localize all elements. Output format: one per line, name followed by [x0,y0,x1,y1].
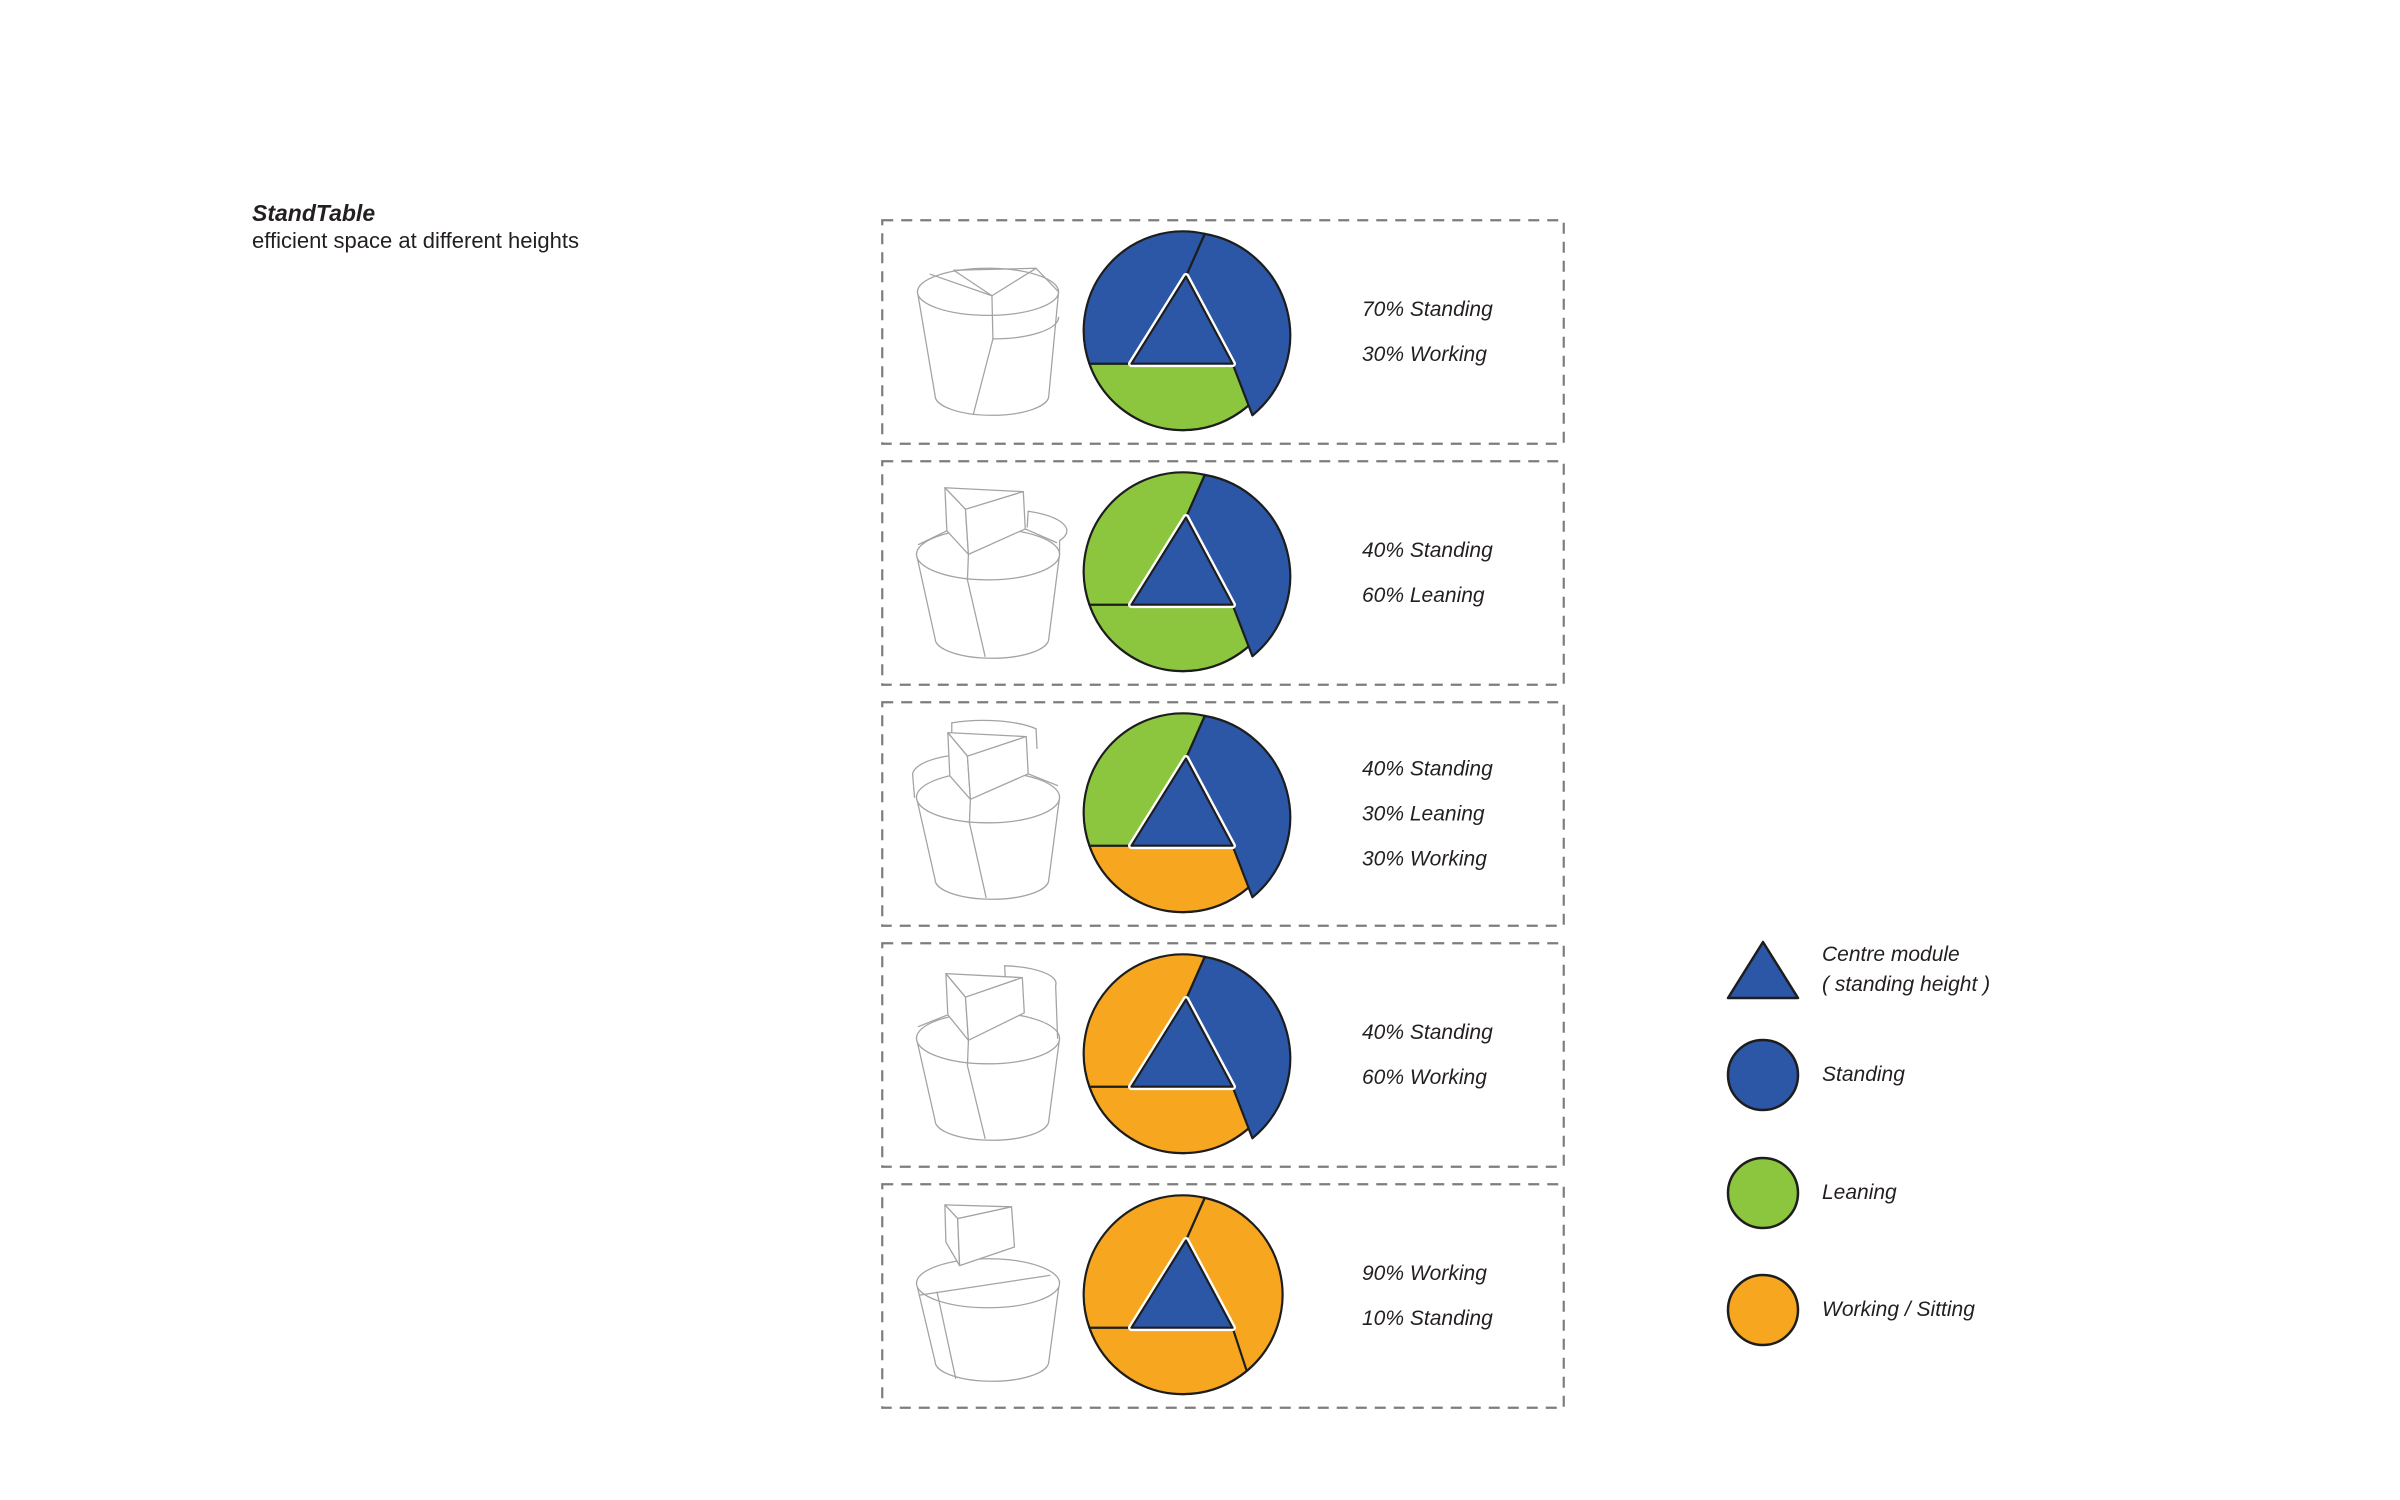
percent-label: 40% Standing [1362,1021,1493,1044]
module-isometric-drawing [916,267,1060,416]
percent-label: 30% Leaning [1362,802,1485,826]
pie-upper-left-segment [1082,230,1206,365]
legend-label-line: Centre module [1822,943,1960,966]
legend-label: Centre module ( standing height ) [1822,940,1990,1000]
legend-label-line: Standing [1822,1063,1905,1086]
percent-label: 60% Leaning [1362,584,1485,607]
percent-labels: 40% Standing 30% Leaning 30% Working [1362,747,1493,882]
config-row-2: 40% Standing 60% Leaning [881,460,1565,686]
occupancy-pie [1082,712,1292,914]
pie-upper-left-segment [1082,953,1206,1088]
occupancy-pie [1082,230,1292,432]
pie-upper-left-segment [1082,471,1206,606]
dashed-row-border [881,1183,1565,1409]
standing-circle-icon [1726,1038,1800,1112]
centre-module-triangle [1130,516,1234,606]
leaning-circle-icon [1726,1156,1800,1230]
centre-module-triangle [1130,275,1234,365]
legend-label-line: Working / Sitting [1822,1298,1975,1321]
dashed-row-border [881,701,1565,927]
percent-labels: 90% Working 10% Standing [1362,1251,1493,1341]
module-isometric-drawing [915,965,1061,1141]
page-subtitle: efficient space at different heights [252,228,579,253]
config-row-1: 70% Standing 30% Working [881,219,1565,445]
dashed-row-border [881,942,1565,1168]
module-isometric-drawing [915,1204,1061,1382]
working-circle-icon [1726,1273,1800,1347]
config-row-3: 40% Standing 30% Leaning 30% Working [881,701,1565,927]
percent-label: 40% Standing [1362,539,1493,562]
legend-label: Standing [1822,1060,1905,1090]
legend-item-working: Working / Sitting [1724,1272,1975,1348]
legend-item-standing: Standing [1724,1037,1905,1113]
pie-right-segment [1184,1196,1284,1373]
legend-label: Leaning [1822,1178,1897,1208]
legend-label-line: Leaning [1822,1181,1897,1204]
occupancy-pie [1082,953,1292,1155]
pie-right-segment [1184,714,1292,899]
legend-label-line: ( standing height ) [1822,973,1991,996]
centre-module-triangle [1130,757,1234,847]
pie-right-segment [1184,232,1292,417]
legend-item-centre-module: Centre module ( standing height ) [1724,938,1990,1002]
module-isometric-drawing [915,487,1068,659]
occupancy-pie [1082,471,1292,673]
centre-module-triangle [1130,1239,1234,1329]
percent-label: 60% Working [1362,1066,1487,1089]
legend-item-leaning: Leaning [1724,1155,1897,1231]
percent-label: 30% Working [1362,343,1487,366]
percent-label: 10% Standing [1362,1307,1493,1330]
percent-labels: 40% Standing 60% Working [1362,1010,1493,1100]
dashed-row-border [881,219,1565,445]
centre-module-triangle-icon [1726,940,1800,1000]
dashed-row-border [881,460,1565,686]
percent-label: 30% Working [1362,847,1487,871]
config-row-4: 40% Standing 60% Working [881,942,1565,1168]
occupancy-pie [1082,1194,1284,1396]
config-row-5: 90% Working 10% Standing [881,1183,1565,1409]
percent-label: 40% Standing [1362,757,1493,781]
pie-upper-left-segment [1082,1194,1206,1329]
pie-right-segment [1184,955,1292,1140]
percent-labels: 40% Standing 60% Leaning [1362,528,1493,618]
percent-label: 70% Standing [1362,298,1493,321]
pie-right-segment [1184,473,1292,658]
centre-module-triangle [1130,998,1234,1088]
percent-labels: 70% Standing 30% Working [1362,287,1493,377]
module-isometric-drawing [911,719,1061,900]
percent-label: 90% Working [1362,1262,1487,1285]
pie-upper-left-segment [1082,712,1206,847]
page-title: StandTable [252,200,376,226]
legend-label: Working / Sitting [1822,1295,1975,1325]
